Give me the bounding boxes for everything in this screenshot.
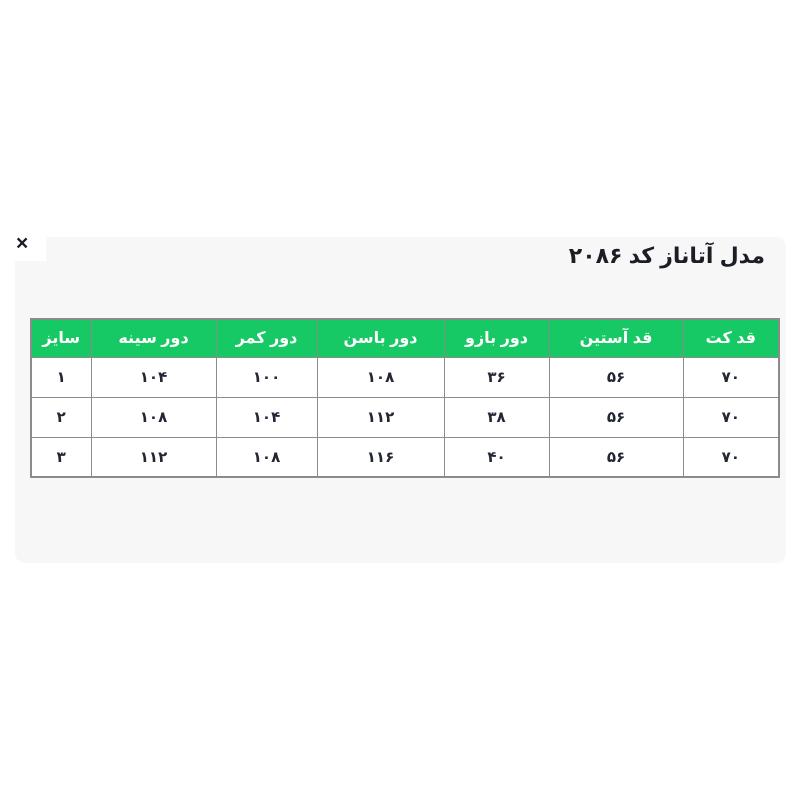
- table-cell: ۲: [30, 396, 92, 438]
- table-cell: ۳۸: [443, 396, 550, 438]
- table-header-cell: دور کمر: [215, 318, 318, 358]
- close-icon: ×: [16, 231, 29, 255]
- table-cell: ۱۰۸: [316, 356, 445, 398]
- table-header-cell: سایز: [30, 318, 92, 358]
- table-cell: ۵۶: [548, 396, 684, 438]
- table-header-cell: دور باسن: [316, 318, 445, 358]
- table-header-cell: دور بازو: [443, 318, 550, 358]
- table-header-cell: دور سینه: [90, 318, 217, 358]
- table-cell: ۵۶: [548, 436, 684, 478]
- size-table-body: ۷۰ ۵۶ ۳۶ ۱۰۸ ۱۰۰ ۱۰۴ ۱ ۷۰ ۵۶ ۳۸ ۱۱۲ ۱۰۴ ۱۰۸ ۲ ۷۰ ۵۶ ۴۰ ۱۱…: [30, 356, 780, 478]
- table-cell: ۱۰۰: [215, 356, 318, 398]
- table-cell: ۱۱۲: [90, 436, 217, 478]
- size-guide-panel: مدل آتاناز کد ۲۰۸۶ قد کت قد آستین دور بازو…: [15, 237, 786, 563]
- table-row: ۷۰ ۵۶ ۴۰ ۱۱۶ ۱۰۸ ۱۱۲ ۳: [30, 436, 780, 478]
- table-cell: ۱۰۴: [215, 396, 318, 438]
- table-row: ۷۰ ۵۶ ۳۸ ۱۱۲ ۱۰۴ ۱۰۸ ۲: [30, 396, 780, 438]
- table-header-cell: قد آستین: [548, 318, 684, 358]
- table-cell: ۱۰۸: [215, 436, 318, 478]
- page-title: مدل آتاناز کد ۲۰۸۶: [568, 243, 765, 268]
- table-cell: ۳۶: [443, 356, 550, 398]
- size-table: قد کت قد آستین دور بازو دور باسن دور کمر دور …: [30, 318, 780, 478]
- table-cell: ۳: [30, 436, 92, 478]
- table-cell: ۴۰: [443, 436, 550, 478]
- table-cell: ۷۰: [682, 436, 780, 478]
- table-cell: ۱۱۲: [316, 396, 445, 438]
- close-button[interactable]: ×: [6, 225, 46, 261]
- table-cell: ۷۰: [682, 356, 780, 398]
- table-header-cell: قد کت: [682, 318, 780, 358]
- table-cell: ۱۰۸: [90, 396, 217, 438]
- table-header-row: قد کت قد آستین دور بازو دور باسن دور کمر دور …: [30, 318, 780, 358]
- table-cell: ۷۰: [682, 396, 780, 438]
- table-row: ۷۰ ۵۶ ۳۶ ۱۰۸ ۱۰۰ ۱۰۴ ۱: [30, 356, 780, 398]
- table-cell: ۱۱۶: [316, 436, 445, 478]
- table-cell: ۱: [30, 356, 92, 398]
- table-cell: ۱۰۴: [90, 356, 217, 398]
- table-cell: ۵۶: [548, 356, 684, 398]
- size-table-head: قد کت قد آستین دور بازو دور باسن دور کمر دور …: [30, 318, 780, 358]
